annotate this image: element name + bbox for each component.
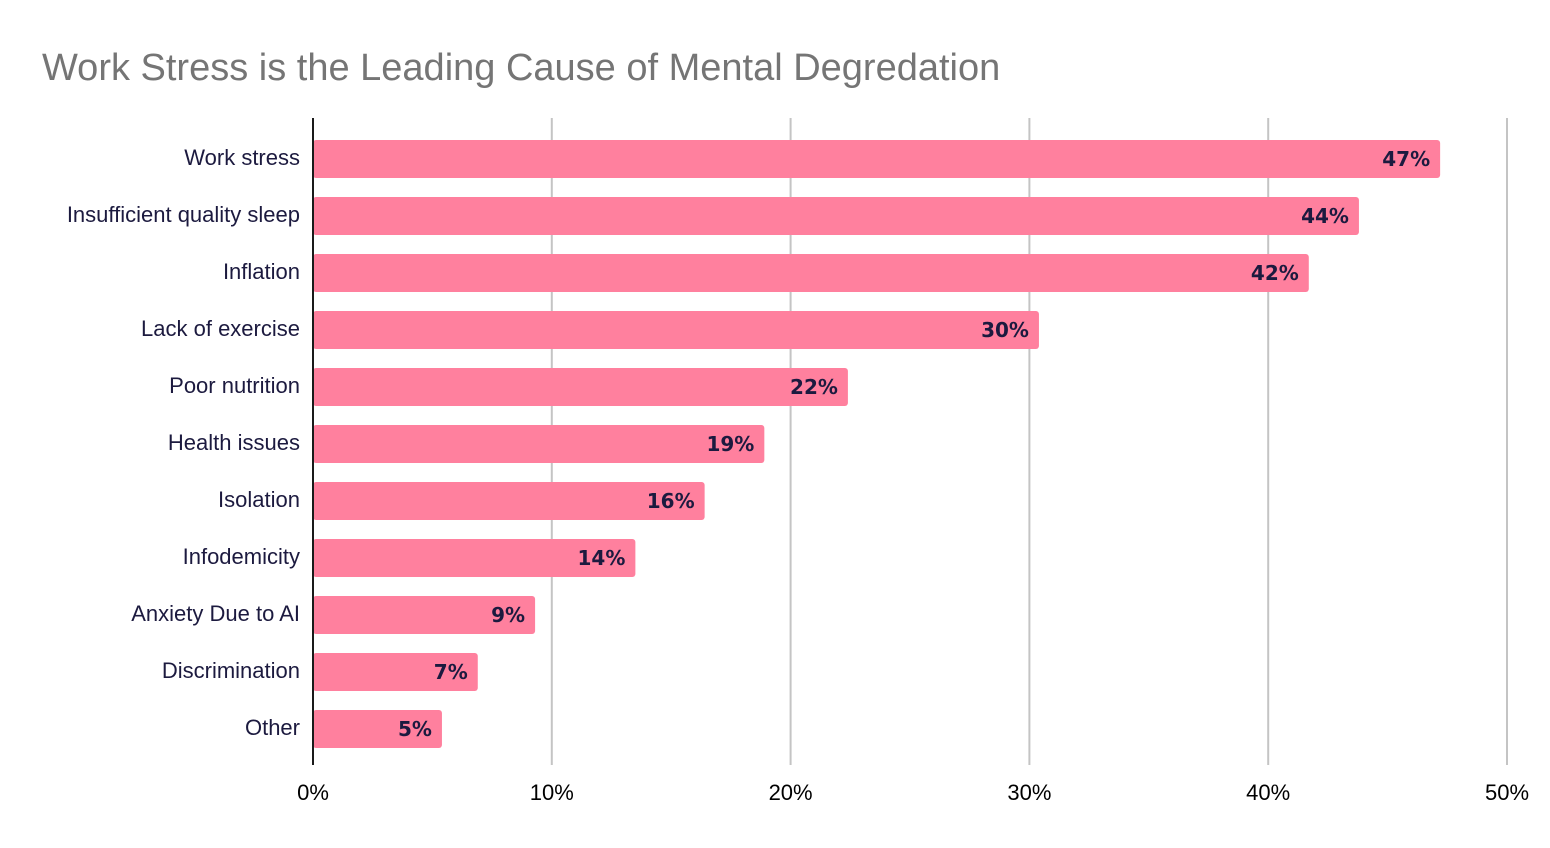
data-label: 42% [1251, 261, 1299, 285]
bar [313, 425, 765, 463]
data-label: 47% [1382, 147, 1430, 171]
category-label: Anxiety Due to AI [131, 601, 300, 626]
category-label: Lack of exercise [141, 316, 300, 341]
x-tick-label: 50% [1485, 780, 1529, 805]
bar [313, 368, 848, 406]
bar [313, 197, 1359, 235]
data-label: 7% [434, 660, 468, 684]
category-label: Isolation [218, 487, 300, 512]
data-label: 22% [790, 375, 838, 399]
bar [313, 710, 442, 748]
category-label: Inflation [223, 259, 300, 284]
x-tick-label: 0% [297, 780, 329, 805]
bar [313, 311, 1039, 349]
data-label: 16% [647, 489, 695, 513]
category-label: Other [245, 715, 300, 740]
bars: 47% 44% 42% 30% 22% 19% 16% 14% 9% 7% 5% [313, 140, 1441, 748]
bar [313, 653, 478, 691]
data-label: 14% [578, 546, 626, 570]
chart-title: Work Stress is the Leading Cause of Ment… [42, 47, 1000, 89]
bar [313, 539, 636, 577]
bar [313, 254, 1309, 292]
category-label: Work stress [184, 145, 300, 170]
x-tick-label: 20% [769, 780, 813, 805]
data-label: 9% [491, 603, 525, 627]
x-tick-labels: 0% 10% 20% 30% 40% 50% [297, 780, 1529, 805]
data-label: 44% [1301, 204, 1349, 228]
data-label: 30% [981, 318, 1029, 342]
category-label: Discrimination [162, 658, 300, 683]
x-tick-label: 10% [530, 780, 574, 805]
category-labels: Work stress Insufficient quality sleep Inf… [67, 145, 300, 740]
bar [313, 140, 1441, 178]
bar [313, 596, 536, 634]
category-label: Infodemicity [183, 544, 300, 569]
bar [313, 482, 705, 520]
category-label: Poor nutrition [169, 373, 300, 398]
data-label: 5% [398, 717, 432, 741]
data-label: 19% [706, 432, 754, 456]
category-label: Insufficient quality sleep [67, 202, 300, 227]
x-tick-label: 40% [1246, 780, 1290, 805]
x-tick-label: 30% [1007, 780, 1051, 805]
category-label: Health issues [168, 430, 300, 455]
